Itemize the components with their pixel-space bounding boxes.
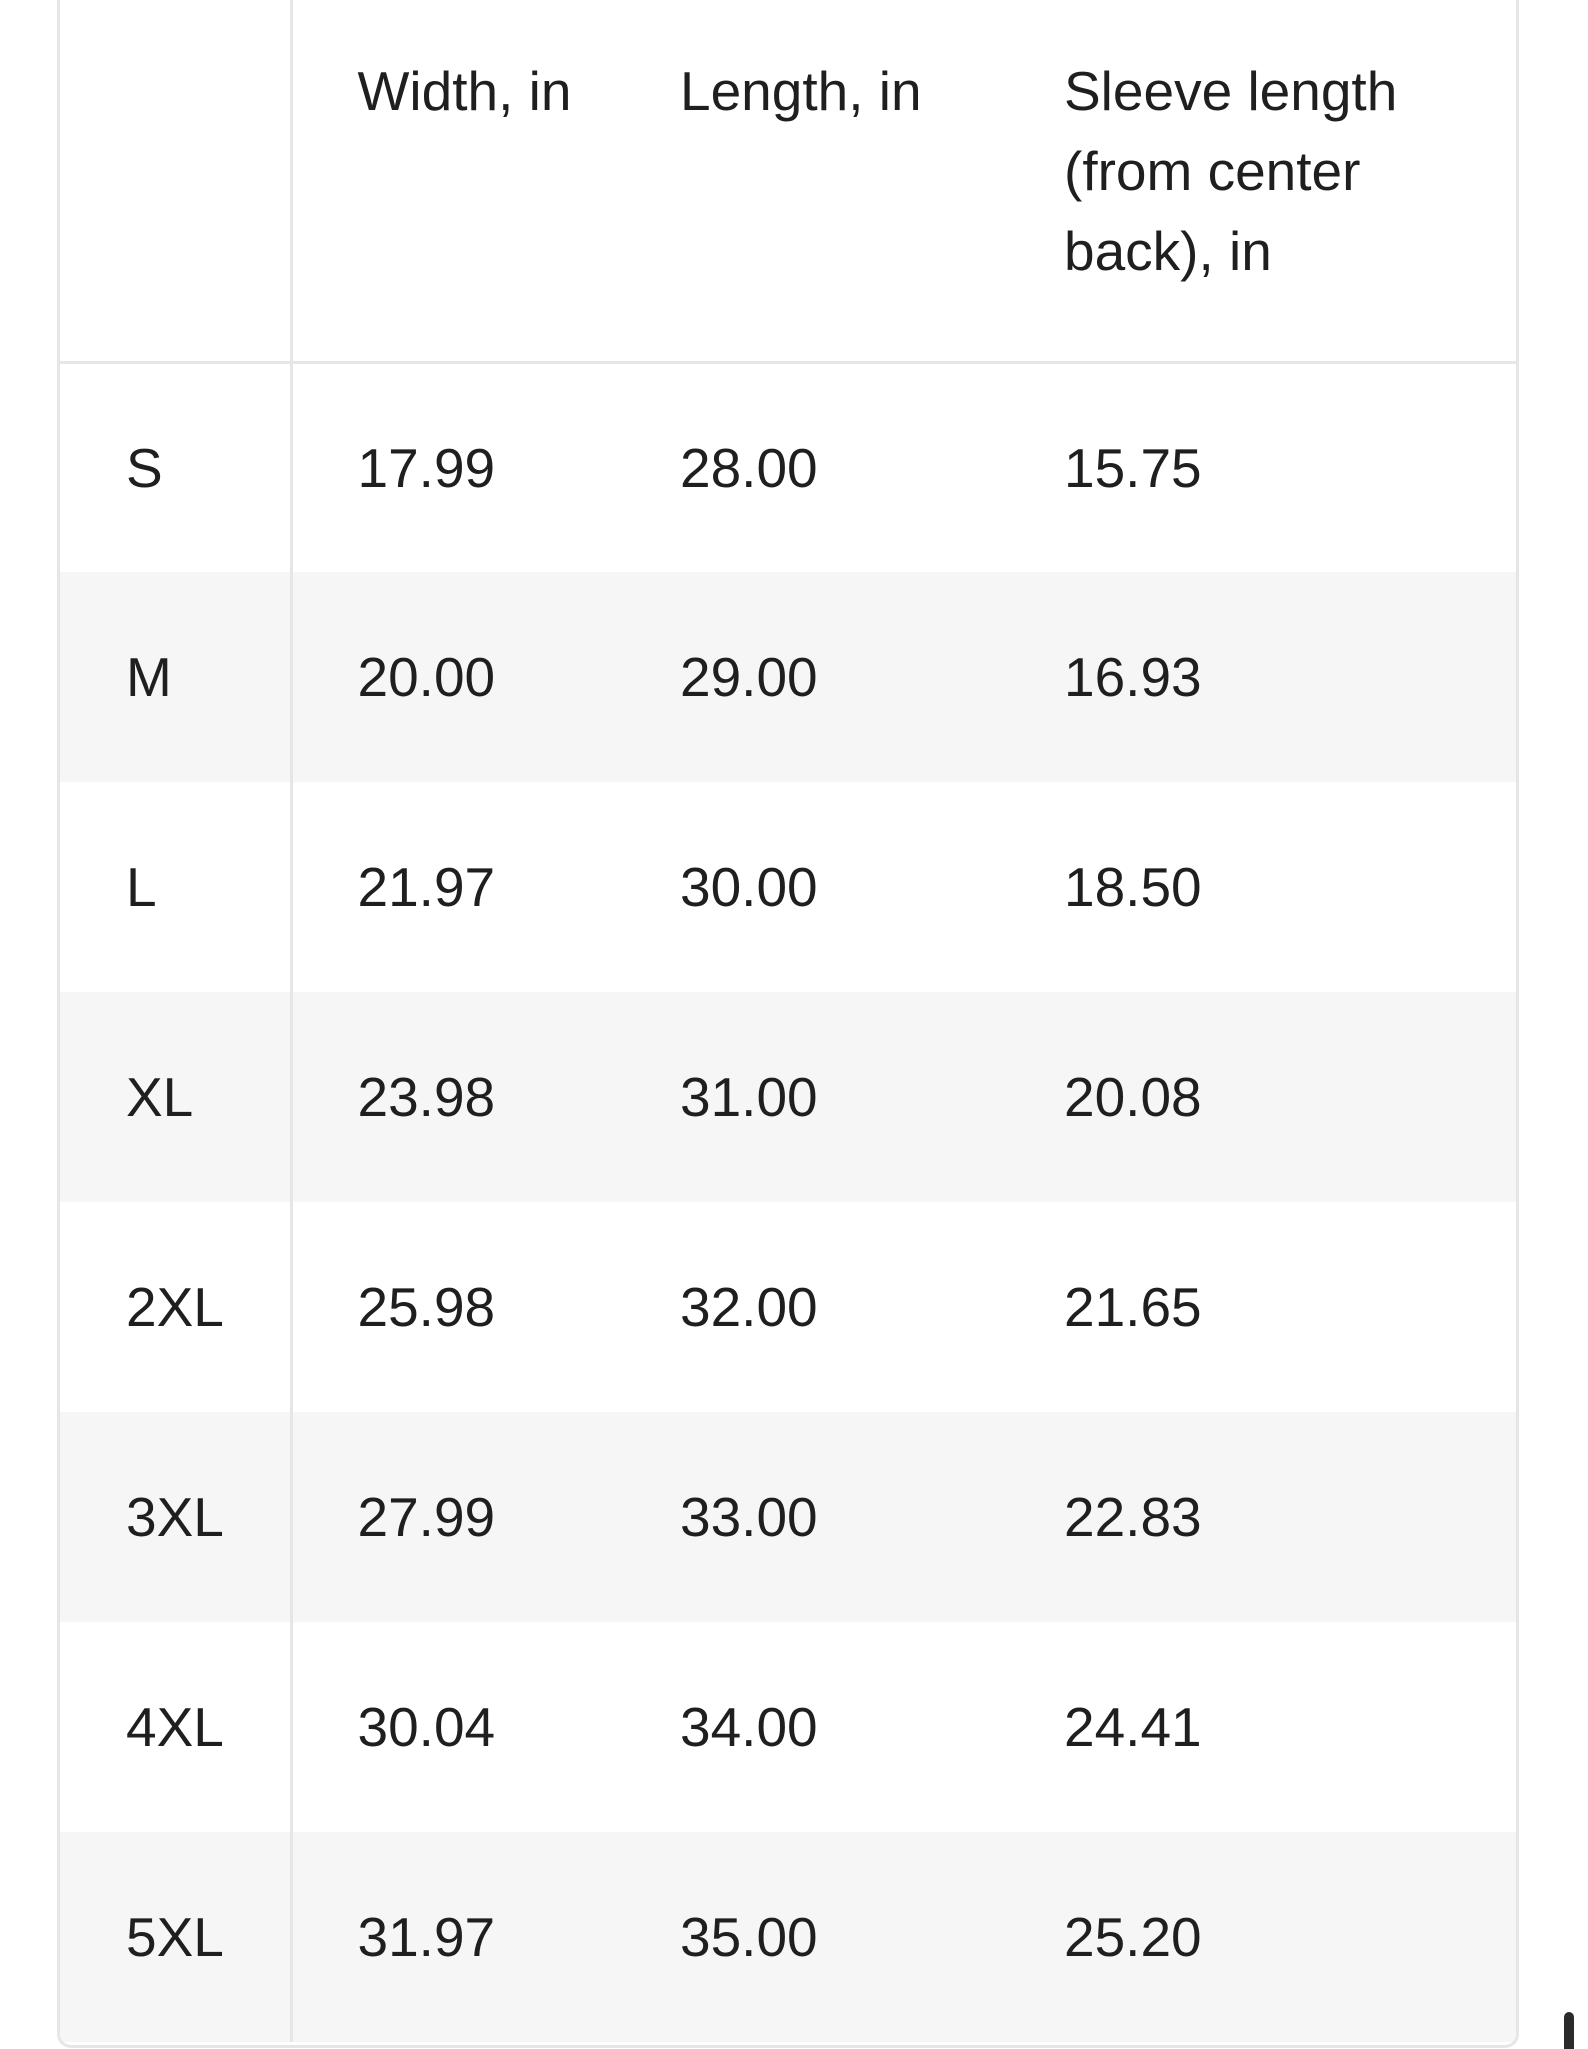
cell-sleeve-length: 20.08 — [1064, 1066, 1202, 1128]
cell-length: 30.00 — [680, 856, 818, 918]
cell-length: 34.00 — [680, 1696, 818, 1758]
cell-size: L — [60, 782, 293, 992]
table-row: 2XL 25.98 32.00 21.65 — [60, 1202, 1516, 1412]
cell-sleeve-length: 18.50 — [1064, 856, 1202, 918]
header-length: Length, in — [635, 0, 1009, 364]
cell-width: 27.99 — [357, 1486, 496, 1548]
cell-sleeve-length: 22.83 — [1064, 1486, 1202, 1548]
cell-size: 3XL — [60, 1412, 293, 1622]
cell-width: 17.99 — [357, 436, 496, 499]
table-header-row: Width, in Length, in Sleeve length (from… — [60, 0, 1516, 364]
table-row: L 21.97 30.00 18.50 — [60, 782, 1516, 992]
cell-width: 21.97 — [357, 856, 496, 918]
cell-length: 35.00 — [680, 1906, 818, 1968]
cell-size: M — [60, 572, 293, 782]
cell-size: 4XL — [60, 1622, 293, 1832]
table-row: 5XL 31.97 35.00 25.20 — [60, 1832, 1516, 2042]
cell-sleeve-length: 16.93 — [1064, 646, 1202, 708]
size-chart-table: Width, in Length, in Sleeve length (from… — [60, 0, 1516, 2042]
table-row: S 17.99 28.00 15.75 — [60, 362, 1516, 572]
cell-width: 30.04 — [357, 1696, 496, 1758]
cell-width: 23.98 — [357, 1066, 496, 1128]
cell-size: 2XL — [60, 1202, 293, 1412]
table-row: M 20.00 29.00 16.93 — [60, 572, 1516, 782]
cell-length: 33.00 — [680, 1486, 818, 1548]
cell-sleeve-length: 24.41 — [1064, 1696, 1202, 1758]
header-sleeve-length: Sleeve length (from center back), in — [1009, 0, 1516, 364]
cell-size: 5XL — [60, 1832, 293, 2042]
cell-length: 29.00 — [680, 646, 818, 708]
cell-length: 31.00 — [680, 1066, 818, 1128]
table-row: 3XL 27.99 33.00 22.83 — [60, 1412, 1516, 1622]
size-chart-table-container: Width, in Length, in Sleeve length (from… — [57, 0, 1519, 2048]
cell-size: S — [60, 362, 293, 572]
cell-size: XL — [60, 992, 293, 1202]
cell-length: 28.00 — [680, 436, 818, 499]
scrollbar-thumb[interactable] — [1564, 2012, 1574, 2049]
cell-sleeve-length: 15.75 — [1064, 436, 1202, 499]
header-width: Width, in — [291, 0, 635, 364]
header-size — [60, 0, 293, 364]
cell-length: 32.00 — [680, 1276, 818, 1338]
cell-sleeve-length: 21.65 — [1064, 1276, 1202, 1338]
table-row: XL 23.98 31.00 20.08 — [60, 992, 1516, 1202]
cell-width: 20.00 — [357, 646, 496, 708]
table-row: 4XL 30.04 34.00 24.41 — [60, 1622, 1516, 1832]
cell-width: 31.97 — [357, 1906, 496, 1968]
cell-width: 25.98 — [357, 1276, 496, 1338]
cell-sleeve-length: 25.20 — [1064, 1906, 1202, 1968]
